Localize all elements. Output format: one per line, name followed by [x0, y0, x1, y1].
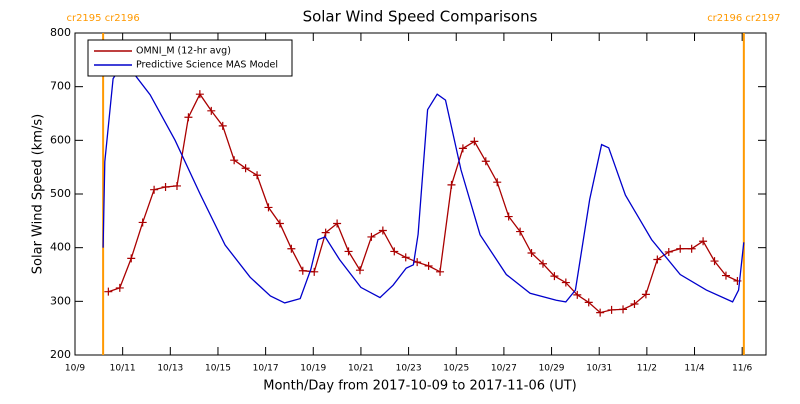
series-line: [108, 92, 738, 314]
y-tick-label: 300: [50, 294, 71, 307]
x-tick-label: 10/13: [157, 364, 183, 374]
y-tick-label: 500: [50, 187, 71, 200]
plus-marker: [504, 212, 513, 221]
plus-marker: [699, 237, 708, 246]
y-tick-label: 700: [50, 80, 71, 93]
plus-marker: [413, 258, 422, 267]
x-tick-label: 10/11: [110, 364, 136, 374]
rotation-label: cr2195 cr2196: [66, 13, 139, 24]
plus-marker: [287, 244, 296, 253]
plus-marker: [573, 290, 582, 299]
plus-marker: [230, 156, 239, 165]
plus-marker: [253, 171, 262, 180]
legend-box: [87, 39, 293, 77]
plus-marker: [172, 181, 181, 190]
plus-marker: [481, 157, 490, 166]
y-tick-label: 800: [50, 26, 71, 39]
legend-label: Predictive Science MAS Model: [136, 60, 278, 71]
plus-marker: [138, 218, 147, 227]
y-tick-label: 200: [50, 348, 71, 361]
plus-marker: [470, 137, 479, 146]
plus-marker: [458, 144, 467, 153]
x-tick-label: 11/2: [637, 364, 657, 374]
plus-marker: [275, 219, 284, 228]
plus-marker: [641, 290, 650, 299]
plus-marker: [710, 257, 719, 266]
plus-marker: [607, 305, 616, 314]
plus-marker: [321, 228, 330, 237]
plus-marker: [150, 185, 159, 194]
x-tick-label: 10/31: [586, 364, 612, 374]
plus-marker: [207, 106, 216, 115]
plus-marker: [664, 247, 673, 256]
plus-marker: [584, 298, 593, 307]
plus-marker: [184, 113, 193, 122]
plus-marker: [367, 232, 376, 241]
chart-title: Solar Wind Speed Comparisons: [303, 8, 538, 26]
plus-marker: [241, 164, 250, 173]
plus-marker: [561, 278, 570, 287]
plus-marker: [378, 226, 387, 235]
plus-marker: [653, 255, 662, 264]
x-tick-label: 10/17: [253, 364, 279, 374]
x-axis-label: Month/Day from 2017-10-09 to 2017-11-06 …: [263, 379, 576, 394]
plus-marker: [355, 266, 364, 275]
y-tick-label: 600: [50, 133, 71, 146]
plus-marker: [310, 267, 319, 276]
plus-marker: [550, 272, 559, 281]
plus-marker: [527, 249, 536, 258]
x-tick-label: 10/29: [539, 364, 565, 374]
plus-marker: [333, 219, 342, 228]
plus-marker: [493, 178, 502, 187]
plus-marker: [676, 244, 685, 253]
plus-marker: [401, 253, 410, 262]
plus-marker: [516, 227, 525, 236]
y-tick-label: 400: [50, 241, 71, 254]
plus-marker: [127, 254, 136, 263]
plus-marker: [115, 283, 124, 292]
x-tick-label: 10/25: [443, 364, 469, 374]
plus-marker: [538, 259, 547, 268]
x-tick-label: 10/21: [348, 364, 374, 374]
x-tick-label: 10/9: [65, 364, 85, 374]
x-tick-label: 10/27: [491, 364, 517, 374]
plus-marker: [619, 305, 628, 314]
x-tick-label: 10/15: [205, 364, 231, 374]
plus-marker: [447, 180, 456, 189]
x-tick-label: 10/23: [396, 364, 422, 374]
plus-marker: [161, 183, 170, 192]
y-axis-label: Solar Wind Speed (km/s): [31, 114, 46, 274]
series-line: [102, 64, 745, 304]
rotation-label: cr2196 cr2197: [707, 13, 780, 24]
plus-marker: [436, 267, 445, 276]
plus-marker: [195, 90, 204, 99]
plus-marker: [344, 247, 353, 256]
plus-marker: [298, 266, 307, 275]
x-tick-label: 11/6: [732, 364, 752, 374]
plus-marker: [424, 261, 433, 270]
x-tick-label: 11/4: [684, 364, 704, 374]
plus-marker: [264, 203, 273, 212]
plus-marker: [630, 300, 639, 309]
plus-marker: [687, 244, 696, 253]
plus-marker: [218, 121, 227, 130]
plus-marker: [596, 308, 605, 317]
legend-label: OMNI_M (12-hr avg): [136, 46, 231, 57]
plus-marker: [721, 271, 730, 280]
x-tick-label: 10/19: [300, 364, 326, 374]
plus-marker: [390, 247, 399, 256]
plot-frame: [74, 32, 767, 356]
plus-marker: [104, 287, 113, 296]
